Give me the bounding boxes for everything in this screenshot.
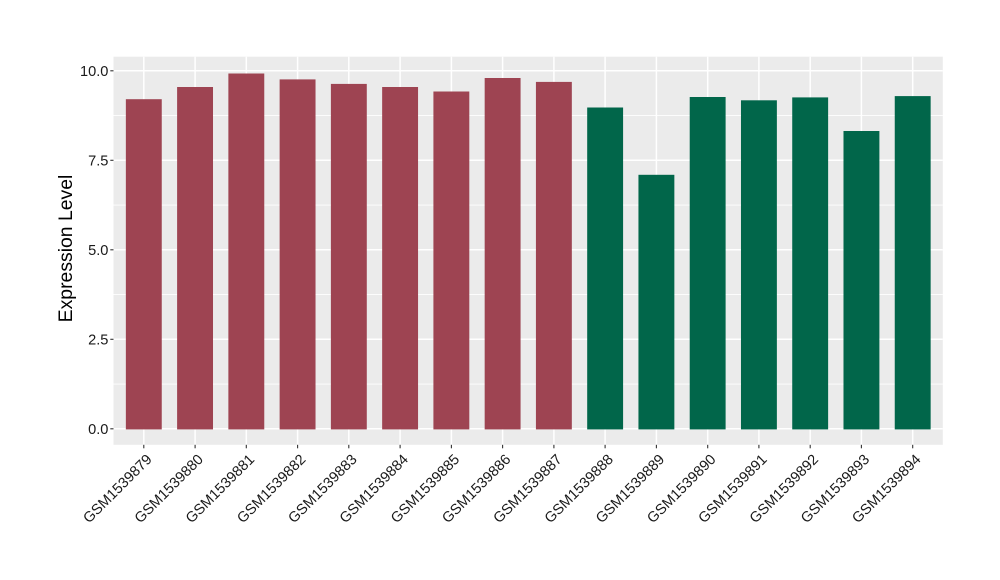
svg-text:Expression Level: Expression Level (55, 175, 77, 323)
svg-text:10.0: 10.0 (80, 64, 108, 80)
svg-text:0.0: 0.0 (88, 422, 108, 438)
svg-text:5.0: 5.0 (88, 243, 108, 259)
svg-text:2.5: 2.5 (88, 333, 108, 349)
svg-text:7.5: 7.5 (88, 154, 108, 170)
